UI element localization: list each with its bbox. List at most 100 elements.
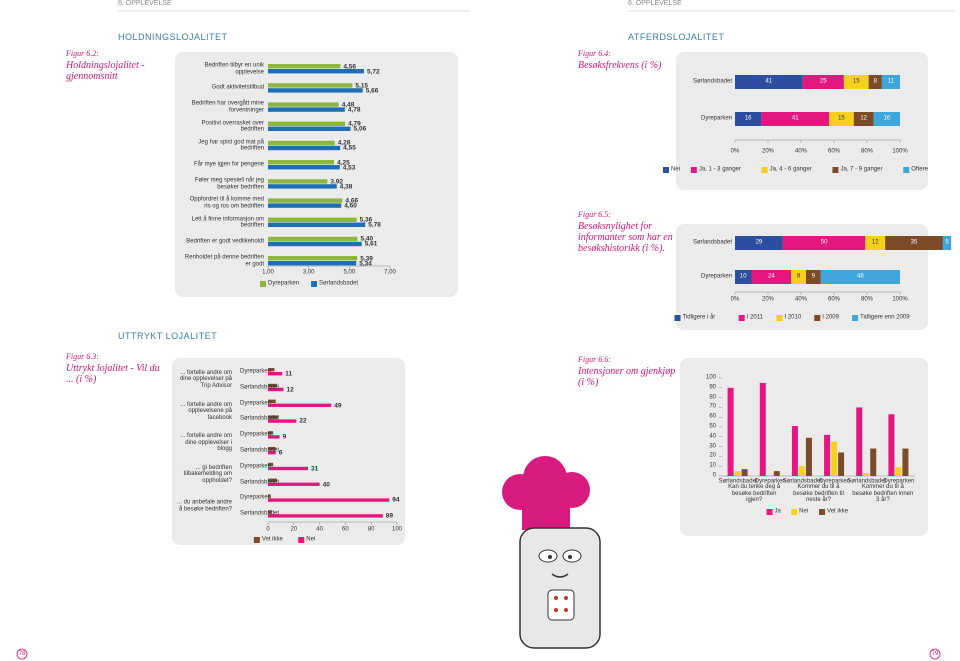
figure-number: Figur 6.2: [66, 49, 99, 58]
category-label: Får mye igjen for pengene [193, 161, 264, 168]
category-label: Lett å finne informasjon om bedriften [191, 216, 264, 229]
figure-title: Holdningslojalitet - gjennomsnitt [66, 60, 145, 82]
group-label: Kommer du til å besøke bedriften til nes… [793, 484, 844, 504]
bar [798, 466, 805, 476]
legend-label: Oftere [911, 166, 928, 173]
value-label: 4,38 [339, 183, 353, 191]
legend-label: Ja, 4 - 6 ganger [769, 166, 812, 173]
x-tick-label: 40% [794, 296, 808, 303]
y-tick-label: 60 [709, 413, 716, 420]
x-tick-label: 80% [860, 148, 874, 155]
segment-label: 41 [791, 115, 799, 122]
page-number: 78 [18, 651, 26, 657]
group-label: ... du anbefale andre å besøke bedriften… [176, 499, 232, 513]
bar [268, 447, 276, 451]
group-label: Kommer du til å besøke bedriften innen 3… [852, 484, 914, 504]
y-tick-label: 0 [712, 472, 716, 479]
y-tick-label: 10 [709, 462, 716, 469]
x-tick-label: 60% [827, 148, 841, 155]
section-heading: HOLDNINGSLOJALITET [118, 32, 228, 42]
bar-segment [865, 236, 886, 250]
chart-panel [172, 358, 405, 545]
segment-label: 9 [796, 273, 801, 280]
legend-swatch [852, 315, 859, 321]
category-label: Dyreparken [700, 115, 732, 122]
value-label: 4,56 [343, 62, 357, 70]
bar [268, 145, 341, 151]
category-label: Jeg har spist god mat på bedriften [198, 139, 264, 152]
bar-segment [761, 112, 830, 126]
value-label: 49 [334, 402, 342, 410]
bar [268, 399, 276, 403]
x-tick-label: 3,00 [302, 269, 315, 276]
bar-segment [735, 236, 783, 250]
figure-title: Besøksfrekvens (i %) [578, 60, 662, 71]
bar [759, 382, 766, 476]
legend-label: Tidligere enn 2009 [860, 314, 910, 321]
category-label: Bedriften er godt vedlikeholdt [186, 238, 264, 245]
x-tick-label: 60% [827, 296, 841, 303]
category-label: Sørlandsbadet [240, 447, 280, 454]
x-tick-label: 20% [761, 296, 775, 303]
bar [870, 448, 877, 476]
value-label: 4,60 [344, 202, 357, 210]
bar [268, 107, 345, 112]
legend-label: Ja, 1 - 3 ganger [698, 166, 741, 173]
category-label: Sørlandsbadet [692, 78, 732, 85]
bar [268, 451, 276, 455]
category-label: Bedriften har overgått mine forventninge… [191, 100, 264, 114]
segment-label: 50 [820, 239, 828, 246]
value-label: 4,25 [337, 158, 350, 166]
bar [268, 498, 390, 502]
bar [268, 222, 366, 227]
bar [268, 372, 283, 376]
bar [741, 469, 748, 476]
x-tick-label: 80 [367, 526, 375, 533]
bar [766, 475, 773, 476]
category-label: Sørlandsbadet [692, 239, 732, 246]
page-number: 79 [931, 651, 939, 657]
bar [888, 414, 895, 476]
bar-segment [881, 75, 900, 89]
x-tick-label: 7,00 [384, 269, 396, 276]
chef-illustration [502, 456, 601, 649]
category-label: Oppfordret til å komme med ris og ros om… [189, 196, 264, 210]
bar [268, 165, 340, 170]
value-label: 94 [392, 496, 400, 504]
x-tick-label: 100 [391, 526, 403, 533]
y-tick-label: 30 [709, 443, 716, 450]
bar [734, 471, 741, 476]
category-label: Dyreparken [754, 478, 786, 485]
bar [268, 478, 278, 482]
segment-label: 11 [887, 78, 895, 85]
value-label: 5,39 [360, 254, 373, 262]
x-tick-label: 40 [316, 526, 323, 533]
value-label: 5,72 [366, 67, 380, 75]
bar [268, 121, 346, 126]
legend-label: Nei [670, 166, 680, 173]
bar [268, 241, 362, 247]
category-label: Dyreparken [240, 463, 272, 470]
value-label: 22 [299, 417, 307, 425]
bar [902, 448, 909, 476]
segment-label: 10 [739, 273, 747, 280]
bar [856, 407, 863, 476]
legend-swatch [253, 537, 260, 543]
bar [831, 441, 838, 476]
value-label: 4,55 [343, 144, 356, 152]
y-tick-label: 100 [705, 374, 716, 381]
segment-label: 48 [857, 273, 864, 280]
bar [268, 435, 280, 439]
segment-label: 16 [883, 115, 891, 122]
legend-label: Ja, 7 - 9 ganger [840, 166, 883, 173]
group-label: ... gi bedriften tilbakemelding om oppho… [183, 464, 232, 484]
category-label: Dyreparken [819, 478, 851, 485]
x-tick-label: 100% [892, 148, 908, 155]
x-tick-label: 0% [730, 148, 740, 155]
legend-label: Vet ikke [261, 536, 283, 543]
value-label: 31 [310, 465, 319, 473]
value-label: 5,61 [364, 240, 378, 248]
y-tick-label: 50 [709, 423, 716, 430]
bar-segment [829, 112, 854, 126]
section-label: 6. OPPLEVELSE [628, 0, 682, 7]
